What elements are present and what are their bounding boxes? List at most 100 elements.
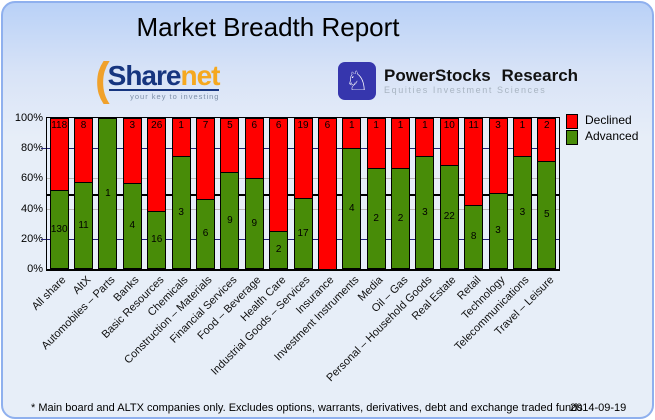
advanced-segment [415,156,435,269]
declined-segment [415,118,435,156]
advanced-segment [171,156,191,269]
declined-segment [488,118,508,193]
declined-segment [147,118,167,211]
y-axis-label-0: 0% [27,263,43,275]
advanced-segment [391,168,411,269]
legend-advanced-swatch [566,130,578,145]
declined-segment [269,118,289,231]
stacked-bar-insurance: 6 [317,118,337,269]
advanced-count-label: 1 [105,187,111,199]
stacked-bar-real-estate: 10 22 [439,118,459,269]
plot-area: 118 130 8 11 1 3 4 26 16 1 3 7 6 5 9 6 9 6 2 19 17 6 1 4 1 2 1 2 1 3 1… [46,117,560,271]
advanced-segment [195,199,215,269]
stacked-bar-basic-resources: 26 16 [147,118,167,269]
declined-segment [537,118,557,161]
y-tick-80pct [41,148,46,149]
advanced-segment [98,118,118,269]
y-axis-label-80: 80% [20,142,43,154]
advanced-count-label: 3 [178,206,184,218]
declined-count-label: 6 [324,120,331,131]
declined-segment [391,118,411,168]
declined-count-label: 10 [443,120,455,131]
advanced-count-label: 9 [251,217,258,229]
advanced-count-label: 4 [129,220,136,231]
stacked-bar-altx: 8 11 [74,118,94,269]
declined-segment [366,118,386,168]
declined-segment [195,118,215,199]
declined-count-label: 8 [80,120,87,131]
declined-segment [220,118,240,172]
declined-segment [171,118,191,156]
declined-count-label: 6 [275,120,282,131]
powerstocks-name: PowerStocks Research [384,66,579,85]
advanced-count-label: 9 [227,214,233,226]
sharenet-logo: ( Sharenet your key to investing [95,53,221,106]
declined-segment [464,118,484,205]
advanced-count-label: 130 [50,223,68,235]
declined-segment [439,118,459,165]
advanced-segment [464,205,484,269]
advanced-segment [220,172,240,269]
sharenet-tagline: your key to investing [109,89,220,101]
advanced-count-label: 3 [519,206,526,218]
sharenet-arc-icon: ( [95,53,110,106]
y-axis-label-40: 40% [20,203,43,215]
stacked-bar-industrial-goods-services: 19 17 [293,118,313,269]
declined-count-label: 118 [51,120,68,131]
declined-count-label: 3 [129,120,136,131]
advanced-count-label: 8 [470,231,477,242]
powerstocks-logo-text: PowerStocks Research Equities Investment… [384,66,578,96]
legend-declined-swatch [566,114,578,129]
legend-declined-label: Declined [585,113,632,127]
y-tick-20pct [41,239,46,240]
declined-segment [317,118,337,269]
y-axis-label-20: 20% [20,233,43,245]
advanced-segment [439,165,459,269]
declined-segment [74,118,94,182]
declined-segment [49,118,69,190]
stacked-bar-retail: 11 8 [464,118,484,269]
stacked-bar-automobiles-parts: 1 [98,118,118,269]
advanced-segment [293,198,313,269]
declined-count-label: 1 [348,120,355,131]
declined-segment [512,118,532,156]
advanced-segment [269,231,289,269]
declined-count-label: 1 [519,120,526,131]
chess-knight-icon: ♘ [338,62,376,100]
declined-segment [244,118,264,178]
advanced-count-label: 2 [275,244,282,255]
footer-note: * Main board and ALTX companies only. Ex… [31,402,583,414]
sharenet-logo-text: Sharenet your key to investing [107,60,221,102]
y-axis-label-100: 100% [14,112,43,124]
advanced-segment [537,161,557,269]
advanced-segment [512,156,532,269]
advanced-count-label: 17 [297,227,309,239]
advanced-count-label: 2 [373,212,379,224]
advanced-count-label: 4 [348,202,355,214]
declined-segment [122,118,142,183]
sharenet-word-share: Share [107,60,182,91]
declined-count-label: 1 [397,120,404,131]
declined-count-label: 3 [495,120,501,131]
declined-count-label: 11 [468,120,479,131]
advanced-count-label: 11 [78,219,89,231]
declined-count-label: 5 [227,120,233,131]
advanced-segment [49,190,69,269]
declined-count-label: 1 [178,120,184,131]
advanced-count-label: 3 [495,225,501,236]
page-title: Market Breadth Report [136,12,400,42]
advanced-count-label: 3 [422,206,428,218]
powerstocks-logo: ♘ PowerStocks Research Equities Investme… [338,62,578,100]
